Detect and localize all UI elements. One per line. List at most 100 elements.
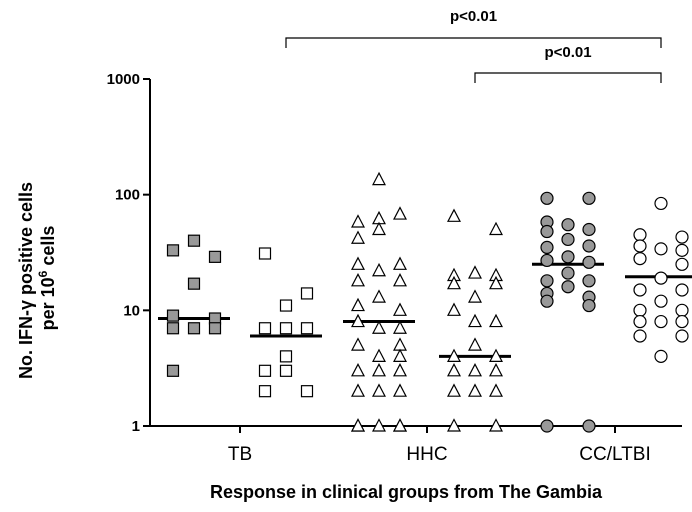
data-point <box>258 322 272 335</box>
data-point <box>447 275 461 290</box>
data-point <box>351 418 365 432</box>
data-point <box>654 349 668 363</box>
data-point <box>258 364 272 377</box>
data-point <box>351 313 365 328</box>
data-point <box>468 265 482 279</box>
data-point <box>187 277 201 290</box>
data-point <box>351 363 365 377</box>
x-tick-label: TB <box>228 444 252 465</box>
data-point <box>300 385 314 398</box>
data-point <box>393 363 407 377</box>
y-axis-title-prefix: per 10 <box>38 277 58 330</box>
data-point <box>540 253 554 268</box>
data-point <box>633 329 647 343</box>
data-point <box>372 418 386 432</box>
y-tick-label: 10 <box>123 302 140 319</box>
data-point <box>393 256 407 270</box>
data-point <box>447 383 461 397</box>
data-point <box>675 243 689 257</box>
data-point <box>393 302 407 316</box>
data-point <box>372 262 386 277</box>
data-point <box>675 329 689 343</box>
data-point <box>166 309 180 322</box>
data-point <box>582 255 596 269</box>
data-point <box>654 314 668 329</box>
data-point <box>468 337 482 351</box>
significance-bracket <box>474 72 662 83</box>
data-point <box>489 383 503 397</box>
data-point <box>393 383 407 397</box>
data-point <box>279 364 293 377</box>
data-point <box>675 283 689 297</box>
data-point <box>561 250 575 264</box>
data-point <box>468 363 482 377</box>
data-point <box>372 363 386 377</box>
data-point <box>393 418 407 432</box>
y-axis-title-suffix: cells <box>38 226 58 271</box>
data-point <box>633 303 647 317</box>
x-tick-label: CC/LTBI <box>579 444 650 465</box>
data-point <box>540 191 554 205</box>
data-point <box>633 314 647 329</box>
y-tick-label: 1 <box>132 418 140 435</box>
data-point <box>372 171 386 186</box>
data-point <box>489 363 503 377</box>
data-point <box>633 283 647 297</box>
y-axis-title-line1: No. IFN-γ positive cells <box>16 182 36 379</box>
data-point <box>351 337 365 351</box>
data-point <box>582 239 596 253</box>
data-point <box>675 303 689 317</box>
data-point <box>372 289 386 303</box>
data-point <box>633 228 647 242</box>
data-point <box>351 214 365 228</box>
data-point <box>582 274 596 288</box>
data-point <box>582 419 596 433</box>
data-point <box>582 191 596 205</box>
data-point <box>447 418 461 432</box>
data-point <box>582 222 596 237</box>
data-points <box>166 171 689 433</box>
data-point <box>300 322 314 335</box>
data-point <box>351 383 365 397</box>
data-point <box>351 256 365 270</box>
data-point <box>447 302 461 316</box>
data-point <box>187 322 201 335</box>
data-point <box>393 337 407 351</box>
data-point <box>468 313 482 328</box>
data-point <box>654 271 668 285</box>
data-point <box>582 298 596 313</box>
data-point <box>675 230 689 244</box>
data-point <box>654 294 668 308</box>
y-tick-label: 1000 <box>107 71 140 88</box>
data-point <box>208 322 222 335</box>
data-point <box>468 289 482 303</box>
data-point <box>447 363 461 377</box>
significance-label: p<0.01 <box>544 44 591 61</box>
data-point <box>372 320 386 334</box>
data-point <box>540 224 554 239</box>
data-point <box>468 383 482 397</box>
data-point <box>633 252 647 266</box>
data-point <box>540 419 554 433</box>
data-point <box>540 274 554 288</box>
data-point <box>300 287 314 300</box>
data-point <box>393 273 407 287</box>
x-axis-title: Response in clinical groups from The Gam… <box>210 482 603 502</box>
data-point <box>561 232 575 247</box>
significance-label: p<0.01 <box>450 8 497 25</box>
data-point <box>447 348 461 362</box>
data-point <box>372 383 386 397</box>
data-point <box>633 239 647 253</box>
data-point <box>489 275 503 290</box>
svg-text:No. IFN-γ positive cells: No. IFN-γ positive cells per 106 cells <box>16 177 58 379</box>
data-point <box>166 244 180 257</box>
data-point <box>540 294 554 308</box>
data-point <box>654 196 668 211</box>
data-point <box>561 280 575 294</box>
data-point <box>489 221 503 236</box>
data-point <box>489 418 503 432</box>
data-point <box>489 348 503 362</box>
data-point <box>187 234 201 247</box>
data-point <box>675 314 689 329</box>
